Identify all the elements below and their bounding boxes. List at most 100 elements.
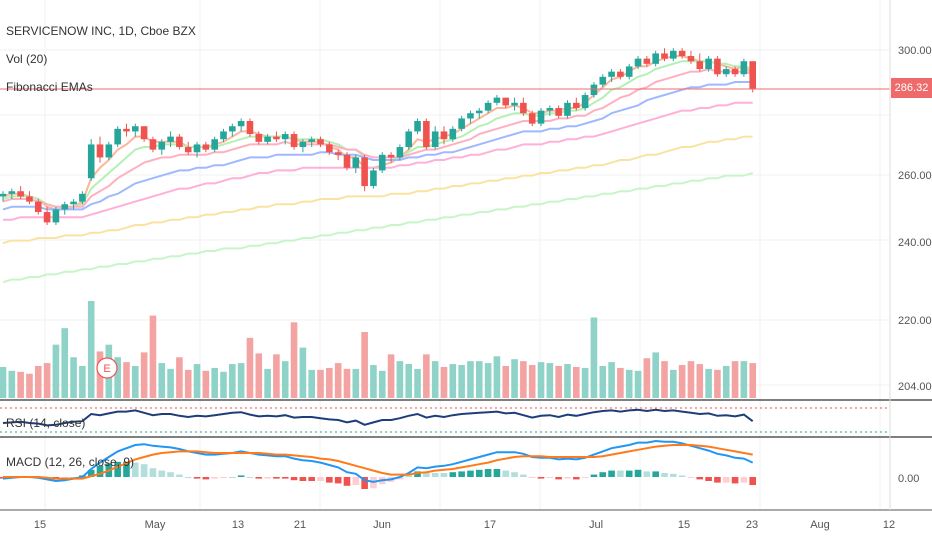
macd-histogram-bar — [608, 470, 615, 477]
macd-histogram-bar — [581, 477, 589, 478]
candle-body — [661, 53, 668, 59]
candle-body — [484, 102, 492, 111]
macd-histogram-bar — [87, 469, 95, 477]
volume-bar — [696, 364, 704, 398]
volume-bar — [670, 369, 677, 398]
candle-body — [281, 134, 289, 140]
candle-body — [528, 113, 536, 124]
ema-line-ema13 — [2, 68, 753, 208]
volume-bar — [590, 317, 598, 398]
volume-bar — [449, 364, 457, 398]
date-tick-label: Jul — [589, 519, 603, 531]
ema-legend: Fibonacci EMAs — [6, 80, 93, 94]
candle-body — [590, 84, 598, 96]
candle-body — [493, 97, 501, 103]
ema-line-ema55 — [2, 135, 753, 245]
volume-bar — [678, 365, 686, 398]
macd-histogram-bar — [590, 474, 598, 477]
volume-bar — [458, 365, 465, 398]
volume-bar — [396, 361, 404, 398]
candle-body — [211, 139, 218, 150]
volume-bar — [167, 368, 174, 398]
symbol-title: SERVICENOW INC, 1D, Cboe BZX — [6, 24, 196, 38]
volume-bar — [608, 362, 615, 398]
candle-body — [255, 134, 263, 142]
price-tick-label: 260.00 — [898, 170, 932, 182]
volume-bar — [79, 365, 86, 398]
volume-bar — [581, 367, 589, 398]
macd-histogram-bar — [273, 477, 280, 479]
macd-histogram-bar — [255, 477, 263, 479]
volume-bar — [387, 354, 395, 398]
macd-histogram-bar — [184, 477, 192, 478]
volume-bar — [26, 373, 33, 398]
candle-body — [264, 136, 271, 142]
macd-histogram-bar — [229, 477, 236, 478]
candle-body — [184, 147, 192, 153]
candle-body — [608, 71, 615, 77]
macd-histogram-bar — [308, 477, 315, 481]
macd-histogram-bar — [537, 477, 545, 479]
volume-bar — [617, 367, 624, 398]
macd-histogram-bar — [220, 477, 227, 478]
candle-body — [714, 58, 721, 75]
macd-histogram-bar — [511, 472, 518, 477]
volume-bar — [564, 364, 571, 398]
volume-bar — [273, 354, 280, 398]
volume-bar — [625, 369, 633, 398]
macd-histogram-bar — [678, 475, 686, 477]
volume-bar — [114, 357, 121, 398]
volume-bar — [361, 332, 368, 398]
ema-line-ema34 — [3, 101, 753, 221]
volume-bar — [132, 365, 139, 398]
volume-bar — [511, 359, 518, 398]
macd-pane — [0, 439, 756, 489]
candle-body — [343, 154, 351, 168]
date-tick-label: Aug — [810, 519, 830, 531]
candle-body — [625, 66, 633, 77]
macd-histogram-bar — [731, 477, 739, 484]
macd-histogram-bar — [617, 470, 624, 477]
volume-bar — [731, 361, 739, 398]
date-tick-label: 15 — [34, 519, 46, 531]
signal-line — [3, 444, 753, 480]
macd-histogram-bar — [326, 477, 333, 483]
candle-body — [34, 201, 42, 213]
grid-lines — [0, 0, 890, 510]
macd-histogram-bar — [484, 469, 492, 477]
macd-histogram-bar — [193, 477, 201, 479]
axes: 300.00 260.00 240.00 220.00 204.00 0.00 15 May 1… — [0, 0, 932, 531]
candle-body — [581, 95, 589, 109]
candle-body — [634, 58, 642, 67]
volume-bar — [184, 369, 192, 398]
volume-bar — [193, 364, 201, 398]
volume-bar — [123, 362, 130, 398]
macd-histogram-bar — [202, 477, 210, 480]
candle-body — [414, 121, 421, 132]
candle-body — [678, 50, 686, 57]
candle-body — [696, 61, 704, 70]
volume-bar — [34, 365, 42, 398]
volume-bar — [467, 361, 474, 398]
macd-histogram-bar — [449, 472, 457, 477]
price-tick-label: 300.00 — [898, 45, 932, 57]
volume-bar — [555, 365, 562, 398]
volume-bar — [599, 365, 607, 398]
macd-histogram-bar — [281, 477, 289, 479]
candle-body — [731, 69, 739, 75]
volume-bar — [176, 357, 183, 398]
volume-bar — [493, 356, 501, 398]
volume-bar — [484, 363, 492, 398]
macd-histogram-bar — [625, 470, 633, 477]
volume-bar — [370, 365, 377, 398]
candle-body — [449, 128, 457, 140]
volume-bar — [281, 361, 289, 398]
candle-body — [555, 108, 562, 116]
volume-bar — [661, 361, 668, 398]
candle-body — [176, 136, 183, 148]
macd-histogram-bar — [264, 477, 271, 479]
candle-body — [167, 136, 174, 142]
candle-body — [652, 53, 659, 64]
candle-body — [370, 170, 377, 187]
candle-body — [290, 134, 298, 148]
